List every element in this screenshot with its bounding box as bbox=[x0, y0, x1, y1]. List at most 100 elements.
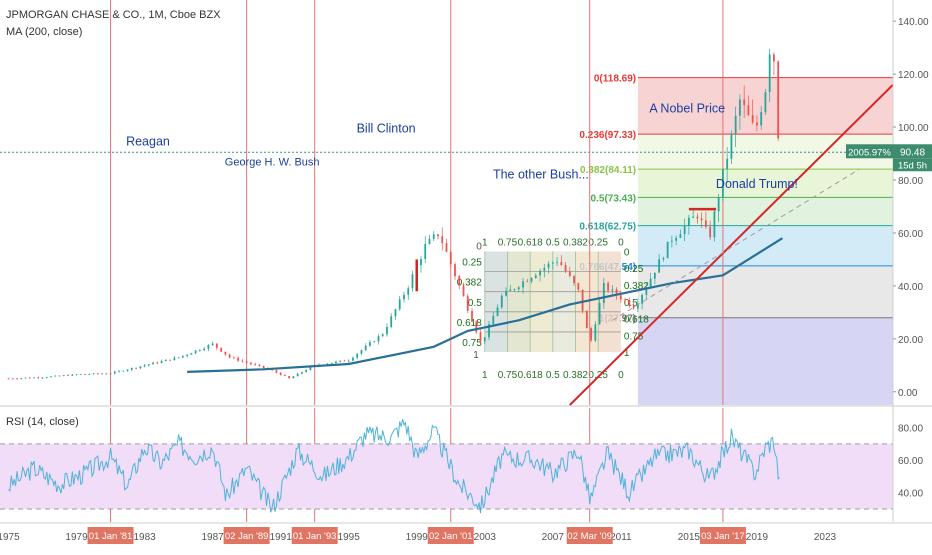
candle-body bbox=[526, 281, 529, 283]
candle-body bbox=[611, 289, 614, 291]
trendline[interactable] bbox=[569, 83, 894, 406]
candle-body bbox=[734, 115, 737, 134]
candle-body bbox=[254, 364, 257, 365]
candle-body bbox=[301, 372, 303, 374]
event-date-label: 01 Jan '93 bbox=[293, 531, 337, 542]
fib-level-label: 0.382(84.11) bbox=[580, 165, 636, 176]
candle-body bbox=[687, 217, 690, 226]
candle-body bbox=[347, 360, 350, 362]
candle-body bbox=[186, 354, 189, 356]
fib-grid-edge-label: 0 bbox=[476, 241, 482, 252]
fib-grid-cell bbox=[598, 251, 621, 353]
x-tick-label: 1999 bbox=[406, 532, 429, 543]
x-tick-label: 2023 bbox=[814, 532, 837, 543]
candle-body bbox=[602, 282, 605, 304]
candle-body bbox=[352, 357, 354, 361]
candle-body bbox=[292, 376, 295, 379]
candle-body bbox=[628, 300, 631, 306]
candle-body bbox=[181, 355, 184, 358]
candle-body bbox=[173, 357, 176, 361]
rsi-band bbox=[0, 443, 893, 509]
candle-body bbox=[662, 258, 665, 260]
event-date-badge bbox=[699, 527, 746, 544]
y-tick-label: 20.00 bbox=[898, 335, 923, 346]
candle-body bbox=[207, 345, 210, 349]
annotation-trump: Donald Trump! bbox=[716, 177, 798, 191]
candle-body bbox=[249, 362, 252, 365]
annotation-bush-jr: The other Bush... bbox=[493, 168, 589, 182]
candle-body bbox=[135, 367, 137, 369]
y-tick-label: 60.00 bbox=[898, 229, 923, 240]
y-tick-label: 120.00 bbox=[898, 70, 929, 81]
candle-body bbox=[717, 197, 720, 212]
candle-body bbox=[262, 365, 265, 369]
rsi-tick-label: 60.00 bbox=[898, 456, 923, 467]
candle-body bbox=[709, 226, 712, 238]
ma-legend: MA (200, close) bbox=[6, 26, 83, 38]
fib-band bbox=[637, 169, 893, 198]
rsi-tick-label: 40.00 bbox=[898, 489, 923, 500]
candle-body bbox=[768, 54, 771, 93]
candle-body bbox=[696, 216, 699, 219]
candle-body bbox=[488, 324, 490, 338]
candle-body bbox=[649, 278, 652, 288]
candle-body bbox=[564, 265, 567, 272]
candle-body bbox=[152, 362, 154, 365]
candle-body bbox=[517, 287, 520, 290]
fib-band bbox=[637, 265, 893, 318]
candle-body bbox=[432, 234, 435, 239]
candle-body bbox=[619, 295, 622, 300]
candle-body bbox=[726, 158, 729, 169]
candle-body bbox=[356, 353, 359, 358]
event-date-label: 02 Jan '01 bbox=[429, 531, 473, 542]
fib-grid-bottom-label: 0.5 bbox=[546, 370, 560, 381]
event-date-label: 03 Jan '17 bbox=[701, 531, 745, 542]
candle-body bbox=[577, 283, 580, 290]
symbol-title: JPMORGAN CHASE & CO., 1M, Cboe BZX bbox=[6, 9, 221, 21]
candle-body bbox=[424, 243, 427, 260]
candle-body bbox=[492, 316, 495, 325]
candle-body bbox=[258, 364, 261, 366]
annotation-clinton: Bill Clinton bbox=[357, 121, 416, 135]
candle-body bbox=[773, 54, 775, 62]
candle-body bbox=[543, 267, 546, 271]
candle-body bbox=[764, 92, 767, 113]
candle-body bbox=[496, 307, 499, 317]
y-tick-label: 0.00 bbox=[898, 388, 918, 399]
candle-body bbox=[556, 261, 558, 263]
x-tick-label: 1975 bbox=[0, 532, 20, 543]
rsi-legend: RSI (14, close) bbox=[6, 416, 79, 428]
candle-body bbox=[88, 374, 91, 375]
annotation-reagan: Reagan bbox=[126, 135, 170, 149]
candle-body bbox=[20, 378, 23, 379]
fib-level-label: 0.618(62.75) bbox=[579, 222, 636, 233]
candle-body bbox=[96, 373, 99, 375]
fib-grid-bottom-label: 0 bbox=[618, 370, 624, 381]
candle-body bbox=[241, 360, 244, 362]
event-date-badge bbox=[291, 527, 338, 544]
candle-body bbox=[441, 236, 444, 244]
candle-body bbox=[211, 343, 214, 346]
candle-body bbox=[50, 376, 52, 378]
candle-body bbox=[581, 289, 584, 312]
candle-body bbox=[645, 287, 648, 295]
candle-body bbox=[245, 361, 248, 363]
event-date-label: 02 Mar '09 bbox=[567, 531, 612, 542]
candle-body bbox=[373, 341, 376, 343]
candle-body bbox=[407, 288, 410, 295]
candle-body bbox=[109, 373, 112, 375]
candle-body bbox=[428, 238, 431, 244]
candle-body bbox=[437, 234, 439, 237]
fib-grid-right-label: 0.382 bbox=[624, 281, 649, 292]
candle-body bbox=[632, 305, 635, 309]
candle-body bbox=[16, 378, 18, 380]
candle-body bbox=[500, 295, 503, 308]
candle-body bbox=[670, 240, 673, 242]
event-date-badge bbox=[566, 527, 613, 544]
candle-body bbox=[288, 376, 291, 379]
candle-body bbox=[369, 342, 371, 346]
candle-body bbox=[381, 334, 384, 337]
candle-body bbox=[24, 377, 27, 379]
candle-body bbox=[760, 112, 763, 126]
